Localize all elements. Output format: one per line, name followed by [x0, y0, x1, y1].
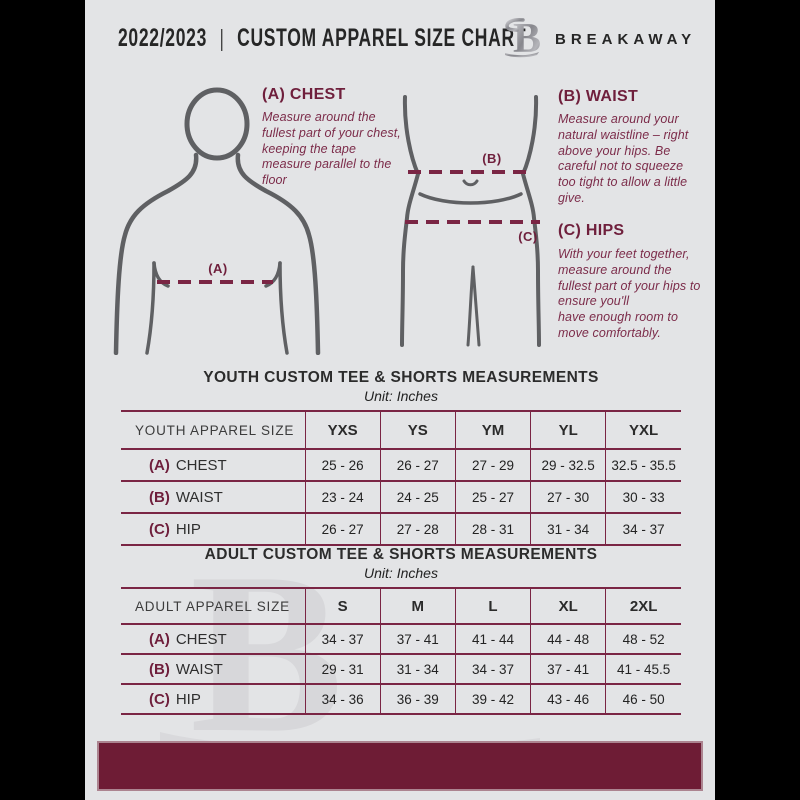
cell-value: 34 - 36	[304, 684, 381, 715]
cell-value: 24 - 25	[379, 481, 456, 514]
row-prefix: (B)	[149, 660, 170, 678]
left-shoulder-arm-outline	[113, 152, 199, 355]
navel-line	[462, 179, 479, 187]
row-prefix: (B)	[149, 488, 170, 506]
row-name: HIP	[175, 520, 201, 538]
cell-value: 43 - 46	[530, 684, 606, 715]
cell-value: 30 - 33	[605, 481, 681, 514]
cell-value: 27 - 30	[530, 481, 606, 514]
header-title-text: CUSTOM APPAREL SIZE CHART	[237, 24, 527, 52]
page-title: 2022/2023 | CUSTOM APPAREL SIZE CHART	[118, 24, 526, 53]
header-year: 2022/2023	[118, 24, 208, 52]
cell-value: 27 - 28	[379, 513, 456, 546]
adult-size-table: ADULT APPAREL SIZE S M L XL 2XL (A) CHEST…	[121, 587, 681, 715]
adult-size-s: S	[304, 587, 381, 625]
youth-size-yl: YL	[530, 410, 606, 450]
adult-size-l: L	[454, 587, 531, 625]
cell-value: 31 - 34	[530, 513, 606, 546]
left-inner-arm-line	[145, 261, 156, 355]
cell-value: 36 - 39	[379, 684, 456, 715]
cell-value: 41 - 44	[454, 624, 531, 655]
youth-size-yxs: YXS	[304, 410, 381, 450]
head-outline	[184, 87, 250, 161]
cell-value: 28 - 31	[454, 513, 531, 546]
row-prefix: (C)	[149, 520, 170, 538]
left-hip-outline	[400, 95, 421, 347]
row-prefix: (A)	[149, 630, 170, 648]
row-prefix: (C)	[149, 690, 170, 708]
youth-size-label: YOUTH APPAREL SIZE	[121, 410, 305, 450]
right-inner-leg-line	[471, 265, 481, 347]
waist-instruction-text: Measure around your natural waistline – …	[558, 112, 689, 205]
cell-value: 26 - 27	[379, 449, 456, 482]
row-prefix: (A)	[149, 456, 170, 474]
youth-table-title: YOUTH CUSTOM TEE & SHORTS MEASUREMENTS	[203, 369, 599, 386]
youth-size-table: YOUTH APPAREL SIZE YXS YS YM YL YXL (A) C…	[121, 410, 681, 546]
right-hip-outline	[520, 95, 541, 347]
adult-table-title: ADULT CUSTOM TEE & SHORTS MEASUREMENTS	[204, 546, 598, 563]
table-row: (C) HIP 26 - 27 27 - 28 28 - 31 31 - 34 3…	[121, 513, 681, 546]
row-name: HIP	[175, 690, 201, 708]
cell-value: 25 - 27	[454, 481, 531, 514]
cell-value: 46 - 50	[605, 684, 681, 715]
adult-header-row: ADULT APPAREL SIZE S M L XL 2XL	[121, 587, 681, 625]
table-row: (A) CHEST 25 - 26 26 - 27 27 - 29 29 - 32…	[121, 449, 681, 482]
chest-marker-label: (A)	[208, 261, 228, 276]
adult-size-xl: XL	[530, 587, 606, 625]
footer-maroon-bar	[97, 741, 703, 791]
youth-table-unit: Unit: Inches	[364, 388, 438, 404]
table-row: (B) WAIST 29 - 31 31 - 34 34 - 37 37 - 41…	[121, 654, 681, 685]
breakaway-b-logo-icon: B	[501, 12, 549, 65]
hip-marker-label: (C)	[518, 229, 538, 244]
belly-curve-line	[418, 192, 523, 205]
adult-size-m: M	[379, 587, 456, 625]
adult-size-label: ADULT APPAREL SIZE	[121, 587, 305, 625]
chest-instruction-text: Measure around the fullest part of your …	[262, 110, 401, 187]
cell-value: 23 - 24	[304, 481, 381, 514]
adult-size-2xl: 2XL	[605, 587, 681, 625]
row-name: WAIST	[175, 488, 223, 506]
cell-value: 39 - 42	[454, 684, 531, 715]
chest-instruction-heading: (A) CHEST	[262, 86, 346, 103]
lower-body-diagram	[400, 95, 541, 347]
document-page: B 2022/2023 | CUSTOM APPAREL SIZE CHART …	[85, 0, 715, 800]
cell-value: 25 - 26	[304, 449, 381, 482]
cell-value: 37 - 41	[379, 624, 456, 655]
cell-value: 32.5 - 35.5	[605, 449, 681, 482]
cell-value: 44 - 48	[530, 624, 606, 655]
table-row: (B) WAIST 23 - 24 24 - 25 25 - 27 27 - 30…	[121, 481, 681, 514]
youth-size-yxl: YXL	[605, 410, 681, 450]
left-inner-leg-line	[466, 265, 475, 347]
row-name: WAIST	[175, 660, 223, 678]
cell-value: 29 - 32.5	[530, 449, 606, 482]
cell-value: 34 - 37	[605, 513, 681, 546]
cell-value: 48 - 52	[605, 624, 681, 655]
adult-table-unit: Unit: Inches	[364, 565, 438, 581]
cell-value: 34 - 37	[304, 624, 381, 655]
row-name: CHEST	[175, 630, 227, 648]
cell-value: 29 - 31	[304, 654, 381, 685]
cell-value: 31 - 34	[379, 654, 456, 685]
right-shoulder-arm-outline	[235, 152, 321, 355]
waist-instruction-heading: (B) WAIST	[558, 88, 639, 105]
brand-name: BREAKAWAY	[555, 31, 697, 48]
row-name: CHEST	[175, 456, 227, 474]
hips-instruction-text: With your feet together, measure around …	[558, 247, 701, 340]
youth-header-row: YOUTH APPAREL SIZE YXS YS YM YL YXL	[121, 410, 681, 450]
cell-value: 37 - 41	[530, 654, 606, 685]
youth-size-ym: YM	[454, 410, 531, 450]
cell-value: 41 - 45.5	[605, 654, 681, 685]
waist-marker-label: (B)	[482, 151, 502, 166]
cell-value: 26 - 27	[304, 513, 381, 546]
table-row: (C) HIP 34 - 36 36 - 39 39 - 42 43 - 46 4…	[121, 684, 681, 715]
cell-value: 34 - 37	[454, 654, 531, 685]
youth-size-ys: YS	[379, 410, 456, 450]
header-divider: |	[219, 25, 225, 51]
cell-value: 27 - 29	[454, 449, 531, 482]
hips-instruction-heading: (C) HIPS	[558, 222, 625, 239]
table-row: (A) CHEST 34 - 37 37 - 41 41 - 44 44 - 48…	[121, 624, 681, 655]
right-inner-arm-line	[278, 261, 289, 355]
upper-body-diagram	[113, 87, 321, 355]
